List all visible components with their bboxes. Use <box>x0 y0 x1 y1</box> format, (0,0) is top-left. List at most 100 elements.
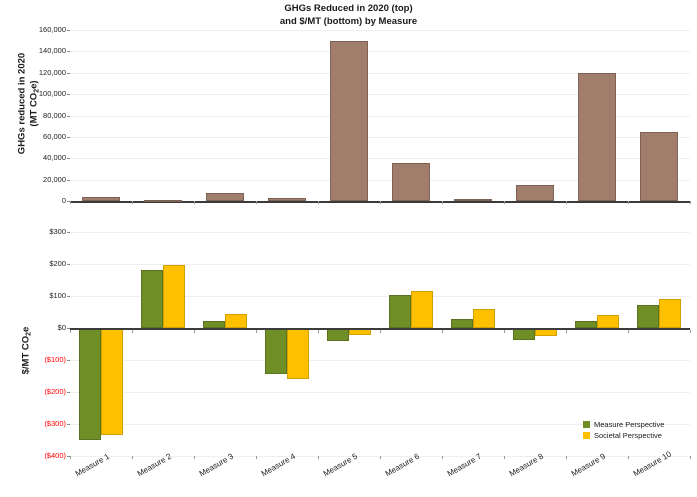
legend-item-label: Measure Perspective <box>594 420 665 429</box>
bar-measure-perspective[interactable] <box>326 328 349 341</box>
x-axis-tick-mark <box>628 456 629 459</box>
bar-measure-perspective[interactable] <box>202 320 225 328</box>
gridline <box>70 264 690 265</box>
y-axis-tick-label: 40,000 <box>43 153 66 163</box>
bar-societal-perspective[interactable] <box>163 264 186 328</box>
y-axis-tick-mark <box>67 136 70 138</box>
legend-item-label: Societal Perspective <box>594 431 662 440</box>
legend-item[interactable]: Measure Perspective <box>583 419 664 430</box>
bar-measure-perspective[interactable] <box>574 320 597 328</box>
bar-societal-perspective[interactable] <box>659 298 682 328</box>
bar-ghg-reduced[interactable] <box>329 40 369 201</box>
bar-societal-perspective[interactable] <box>411 290 434 328</box>
x-axis-tick-mark <box>628 330 629 333</box>
chart-panel-ghg: 0 20,000 40,000 60,000 80,000 100,000 120,000 1… <box>39 26 691 205</box>
y-axis-tick-mark <box>67 30 70 31</box>
legend-swatch-icon <box>583 421 590 428</box>
y-axis-tick-mark <box>67 94 70 96</box>
x-axis-tick-mark <box>442 456 443 459</box>
bar-ghg-reduced[interactable] <box>639 131 679 201</box>
bar-measure-perspective[interactable] <box>388 295 411 328</box>
x-axis-tick-mark <box>132 201 133 204</box>
bar-societal-perspective[interactable] <box>101 328 124 436</box>
x-axis-tick-mark <box>690 456 691 459</box>
x-axis-tick-mark <box>132 456 133 459</box>
y-axis-title-cost: $/MT CO2e <box>21 301 33 401</box>
bar-ghg-reduced[interactable] <box>577 72 617 201</box>
x-axis-tick-mark <box>442 201 443 204</box>
y-axis-tick-label: ($400) <box>44 451 66 460</box>
bar-measure-perspective[interactable] <box>140 269 163 328</box>
legend-item[interactable]: Societal Perspective <box>583 430 664 441</box>
bar-ghg-reduced[interactable] <box>143 199 183 202</box>
bar-ghg-reduced[interactable] <box>267 198 307 201</box>
bar-ghg-reduced[interactable] <box>81 197 121 201</box>
bar-measure-perspective[interactable] <box>264 328 287 375</box>
x-axis-tick-mark <box>504 330 505 333</box>
bar-ghg-reduced[interactable] <box>453 199 493 202</box>
x-axis-tick-mark <box>70 201 71 204</box>
y-axis-tick-label: 0 <box>61 196 66 205</box>
x-axis-tick-mark <box>380 456 381 459</box>
chart-title: GHGs Reduced in 2020 (top) and $/MT (bot… <box>0 3 697 28</box>
x-axis-tick-mark <box>256 330 257 333</box>
y-axis-tick-mark <box>67 424 70 425</box>
y-axis-tick-mark <box>67 51 70 53</box>
y-axis-tick-label: 140,000 <box>38 46 66 56</box>
y-axis-tick-label: 160,000 <box>38 25 66 34</box>
y-axis-tick-mark <box>67 72 70 74</box>
y-axis-tick-mark <box>67 179 70 181</box>
bar-ghg-reduced[interactable] <box>515 184 555 201</box>
bar-societal-perspective[interactable] <box>597 314 620 328</box>
x-axis-tick-mark <box>70 456 71 459</box>
x-axis-tick-mark <box>194 330 195 333</box>
x-axis-tick-mark <box>566 330 567 333</box>
gridline <box>70 94 690 96</box>
y-axis-tick-mark <box>67 201 70 202</box>
x-axis-tick-mark <box>70 330 71 333</box>
x-axis-tick-mark <box>628 201 629 204</box>
y-axis-tick-mark <box>67 392 70 393</box>
bar-societal-perspective[interactable] <box>225 314 248 328</box>
y-axis-tick-mark <box>67 115 70 117</box>
gridline <box>70 158 690 160</box>
x-axis-tick-mark <box>380 330 381 333</box>
y-axis-tick-mark <box>67 360 70 361</box>
chart-panel-cost: $300 $200 $100 $0 ($100) ($200) ($300) ($400) <box>44 228 691 460</box>
y-axis-title-cost-subscript: 2 <box>25 331 33 336</box>
x-axis-tick-mark <box>690 330 691 333</box>
bar-societal-perspective[interactable] <box>287 328 310 379</box>
y-axis-tick-label: 120,000 <box>38 67 66 77</box>
x-axis-tick-mark <box>504 201 505 204</box>
y-axis-tick-mark <box>67 264 70 265</box>
chart-title-line-1: GHGs Reduced in 2020 (top) <box>284 3 413 14</box>
gridline <box>70 392 690 393</box>
y-axis-tick-label: ($200) <box>44 387 66 396</box>
bar-ghg-reduced[interactable] <box>391 162 431 201</box>
y-axis-tick-label: $100 <box>49 291 66 300</box>
chart-title-line-2: and $/MT (bottom) by Measure <box>279 15 418 27</box>
gridline <box>70 115 690 117</box>
bar-measure-perspective[interactable] <box>450 319 473 328</box>
y-axis-tick-label: ($100) <box>44 355 66 364</box>
x-axis-tick-mark <box>256 201 257 204</box>
bar-measure-perspective[interactable] <box>636 304 659 328</box>
y-axis-tick-mark <box>67 158 70 160</box>
bar-societal-perspective[interactable] <box>473 308 496 328</box>
bar-measure-perspective[interactable] <box>78 328 101 440</box>
gridline <box>70 296 690 297</box>
x-axis-tick-mark <box>690 201 691 204</box>
gridline <box>70 72 690 74</box>
y-axis-tick-label: ($300) <box>44 419 66 428</box>
gridline <box>70 360 690 361</box>
y-axis-tick-mark <box>67 296 70 297</box>
bar-measure-perspective[interactable] <box>512 328 535 341</box>
y-axis-tick-label: $300 <box>49 227 66 236</box>
y-axis-tick-mark <box>67 328 70 329</box>
bar-ghg-reduced[interactable] <box>205 192 245 201</box>
x-axis-tick-mark <box>256 456 257 459</box>
gridline <box>70 136 690 138</box>
x-axis-tick-mark <box>380 201 381 204</box>
legend-swatch-icon <box>583 432 590 439</box>
chart-legend: Measure Perspective Societal Perspective <box>583 419 664 441</box>
